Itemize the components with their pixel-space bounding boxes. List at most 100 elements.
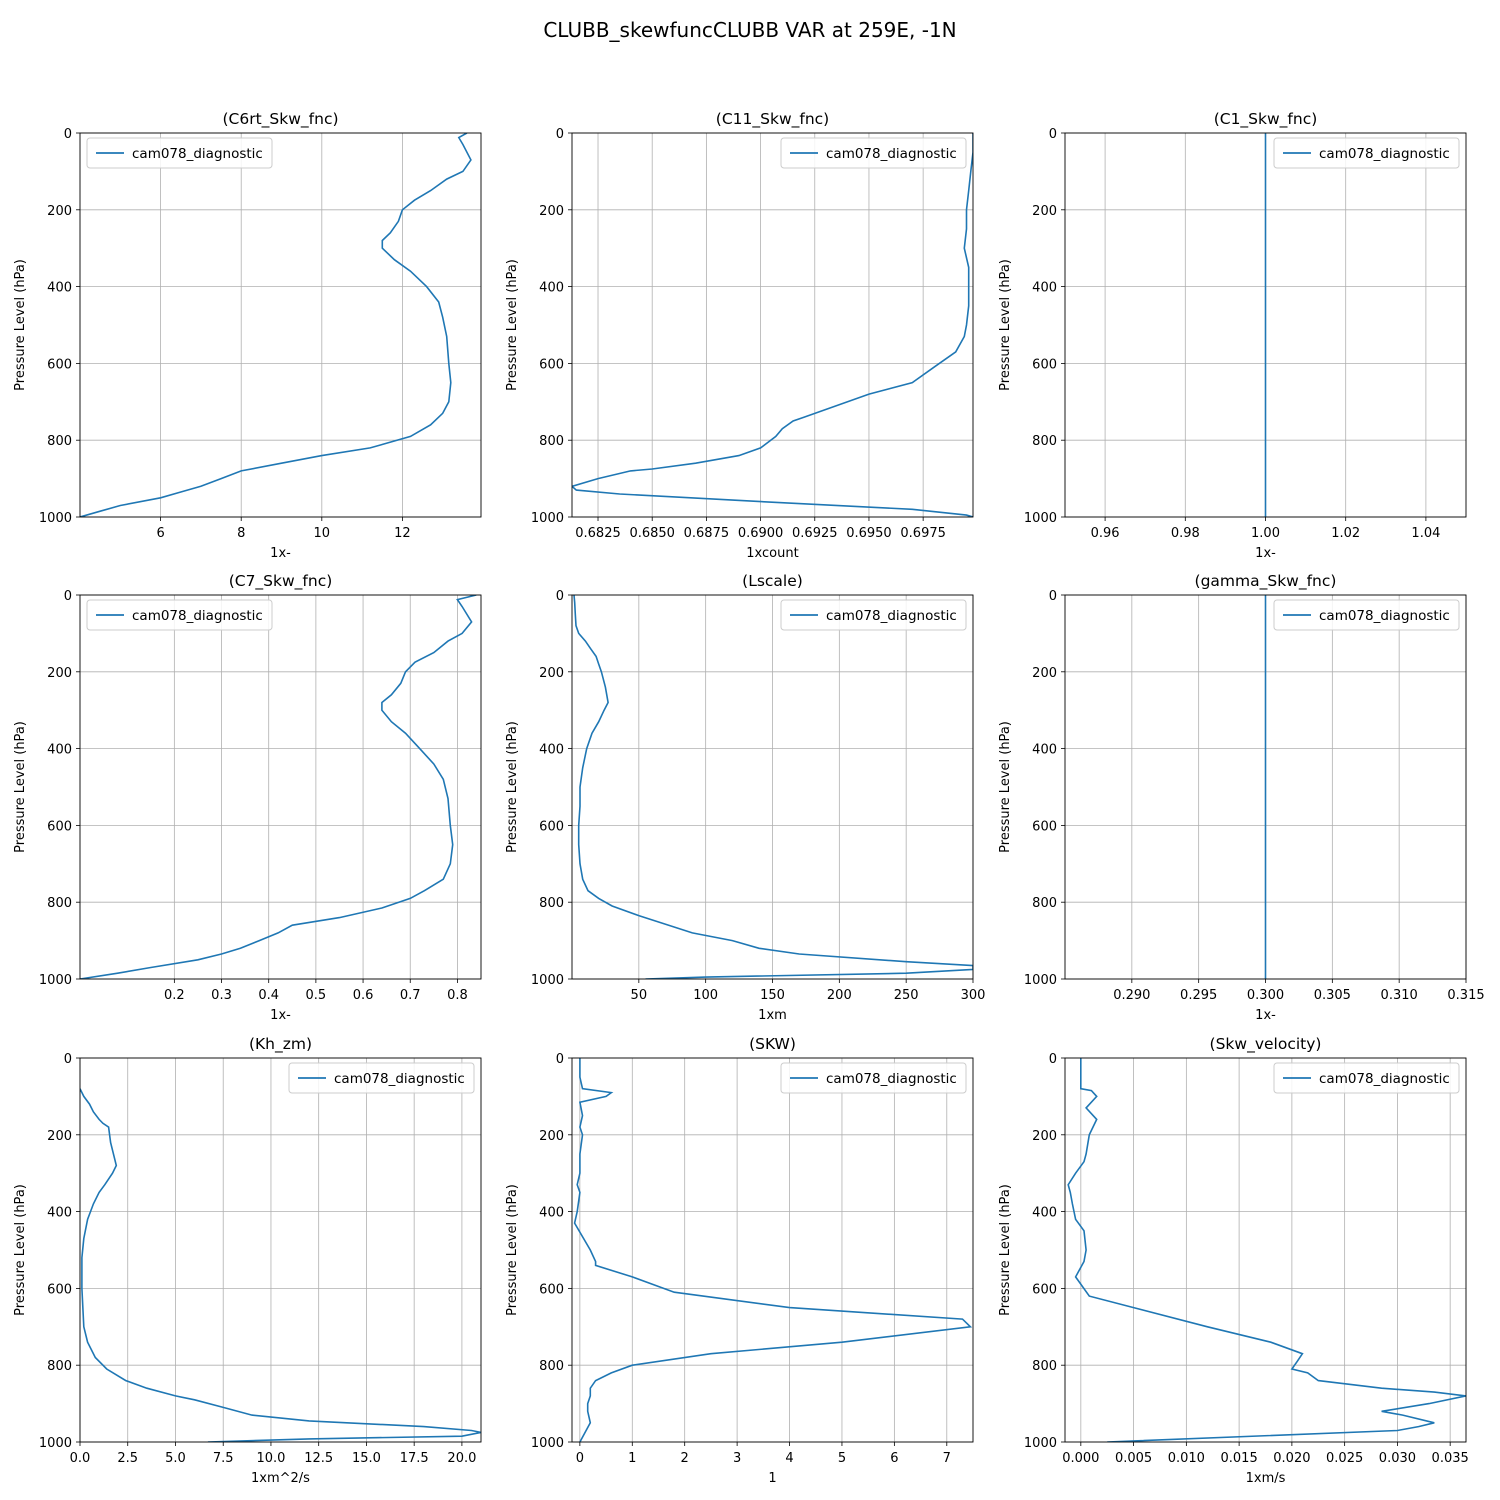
x-axis-label: 1x- — [1255, 1008, 1276, 1023]
x-tick-label: 12.5 — [304, 1451, 333, 1466]
x-tick-label: 1.00 — [1251, 526, 1280, 541]
x-tick-label: 0.6825 — [575, 526, 621, 541]
x-tick-label: 300 — [961, 988, 986, 1003]
y-tick-label: 200 — [1032, 204, 1057, 219]
panel-title: (C1_Skw_fnc) — [1214, 110, 1318, 129]
y-tick-label: 0 — [556, 589, 564, 604]
x-axis-label: 1xcount — [746, 546, 798, 561]
legend-box — [780, 1062, 967, 1094]
legend-label: cam078_diagnostic — [132, 146, 263, 162]
x-tick-label: 0.0 — [70, 1451, 91, 1466]
legend-label: cam078_diagnostic — [1319, 608, 1450, 624]
x-axis-label: 1xm — [758, 1008, 787, 1023]
x-tick-label: 0.025 — [1326, 1451, 1363, 1466]
x-tick-label: 17.5 — [400, 1451, 429, 1466]
y-tick-label: 1000 — [531, 973, 564, 988]
y-tick-label: 800 — [47, 1359, 72, 1374]
axes-frame — [571, 1057, 974, 1443]
x-axis-label: 1 — [768, 1471, 776, 1486]
chart-panel: 0.0 2.5 5.0 7.5 10.0 12.5 15.0 17.5 20.0 0 200 400 6… — [13, 1035, 482, 1486]
x-axis-label: 1x- — [270, 1008, 291, 1023]
y-axis-label: Pressure Level (hPa) — [13, 1184, 28, 1316]
x-tick-label: 0.6975 — [900, 526, 946, 541]
y-tick-label: 400 — [47, 1206, 72, 1221]
y-axis-label: Pressure Level (hPa) — [505, 1184, 520, 1316]
y-tick-label: 800 — [1032, 434, 1057, 449]
series-line — [80, 1088, 481, 1442]
y-tick-label: 0 — [1049, 1052, 1057, 1067]
x-tick-label: 0.315 — [1447, 988, 1484, 1003]
x-tick-label: 7 — [943, 1451, 951, 1466]
y-tick-label: 200 — [539, 1129, 564, 1144]
figure-title: CLUBB_skewfuncCLUBB VAR at 259E, -1N — [543, 18, 956, 42]
panel-title: (Lscale) — [742, 572, 803, 590]
axes-frame — [79, 594, 482, 980]
x-tick-label: 1 — [628, 1451, 636, 1466]
x-tick-label: 0.4 — [258, 988, 279, 1003]
y-axis-label: Pressure Level (hPa) — [13, 259, 28, 391]
y-tick-label: 0 — [1049, 127, 1057, 142]
x-tick-label: 0.7 — [400, 988, 421, 1003]
y-tick-label: 200 — [539, 666, 564, 681]
panel-title: (Kh_zm) — [249, 1035, 312, 1054]
y-tick-label: 400 — [539, 1206, 564, 1221]
y-tick-label: 200 — [47, 1129, 72, 1144]
x-tick-label: 0.6875 — [684, 526, 730, 541]
x-tick-label: 3 — [733, 1451, 741, 1466]
x-tick-label: 0.3 — [211, 988, 232, 1003]
y-tick-label: 400 — [1032, 743, 1057, 758]
x-tick-label: 0.2 — [164, 988, 185, 1003]
y-tick-label: 200 — [47, 666, 72, 681]
x-tick-label: 0.96 — [1091, 526, 1120, 541]
x-tick-label: 0 — [576, 1451, 584, 1466]
x-tick-label: 2 — [681, 1451, 689, 1466]
y-axis-label: Pressure Level (hPa) — [998, 259, 1013, 391]
y-tick-label: 1000 — [1024, 1436, 1057, 1451]
x-tick-label: 250 — [894, 988, 919, 1003]
series-line — [1067, 1058, 1466, 1442]
x-tick-label: 0.020 — [1273, 1451, 1310, 1466]
x-tick-label: 0.6925 — [792, 526, 838, 541]
y-tick-label: 400 — [539, 281, 564, 296]
panel-title: (Skw_velocity) — [1210, 1035, 1322, 1054]
y-tick-label: 1000 — [39, 973, 72, 988]
legend-label: cam078_diagnostic — [334, 1071, 465, 1087]
chart-panel: 0.000 0.005 0.010 0.015 0.020 0.025 0.030 0.035… — [998, 1035, 1469, 1486]
y-tick-label: 400 — [47, 281, 72, 296]
y-tick-label: 600 — [1032, 1282, 1057, 1297]
y-tick-label: 400 — [1032, 281, 1057, 296]
x-tick-label: 100 — [693, 988, 718, 1003]
series-line — [80, 133, 472, 517]
x-tick-label: 10.0 — [256, 1451, 285, 1466]
y-tick-label: 600 — [47, 357, 72, 372]
panel-title: (C11_Skw_fnc) — [716, 110, 829, 129]
axes-frame — [79, 1057, 482, 1443]
y-tick-label: 800 — [47, 896, 72, 911]
y-axis-label: Pressure Level (hPa) — [505, 259, 520, 391]
panel-title: (SKW) — [749, 1035, 796, 1053]
y-tick-label: 600 — [539, 1282, 564, 1297]
y-tick-label: 0 — [1049, 589, 1057, 604]
chart-panel: 0 1 2 3 4 5 6 7 0 200 400 600 800 1000 (SKW) 1 Pressure … — [505, 1035, 974, 1486]
y-tick-label: 600 — [1032, 819, 1057, 834]
y-tick-label: 0 — [64, 127, 72, 142]
axes-frame — [79, 132, 482, 518]
y-tick-label: 200 — [1032, 1129, 1057, 1144]
series-line — [80, 595, 477, 979]
x-tick-label: 4 — [785, 1451, 793, 1466]
chart-panel: 0.6825 0.6850 0.6875 0.6900 0.6925 0.6950 0.69… — [505, 110, 974, 561]
y-tick-label: 1000 — [531, 511, 564, 526]
y-tick-label: 0 — [64, 1052, 72, 1067]
series-line — [573, 595, 973, 979]
panels: 6 8 10 1202004006008001000(C6rt_Skw_fnc)1x-… — [13, 110, 1485, 1486]
legend-label: cam078_diagnostic — [1319, 146, 1450, 162]
panel-title: (C6rt_Skw_fnc) — [222, 110, 338, 129]
x-tick-label: 2.5 — [117, 1451, 138, 1466]
y-tick-label: 0 — [64, 589, 72, 604]
legend-label: cam078_diagnostic — [826, 146, 957, 162]
x-tick-label: 20.0 — [447, 1451, 476, 1466]
legend-label: cam078_diagnostic — [826, 1071, 957, 1087]
y-tick-label: 400 — [1032, 1206, 1057, 1221]
axes-frame — [1064, 1057, 1467, 1443]
